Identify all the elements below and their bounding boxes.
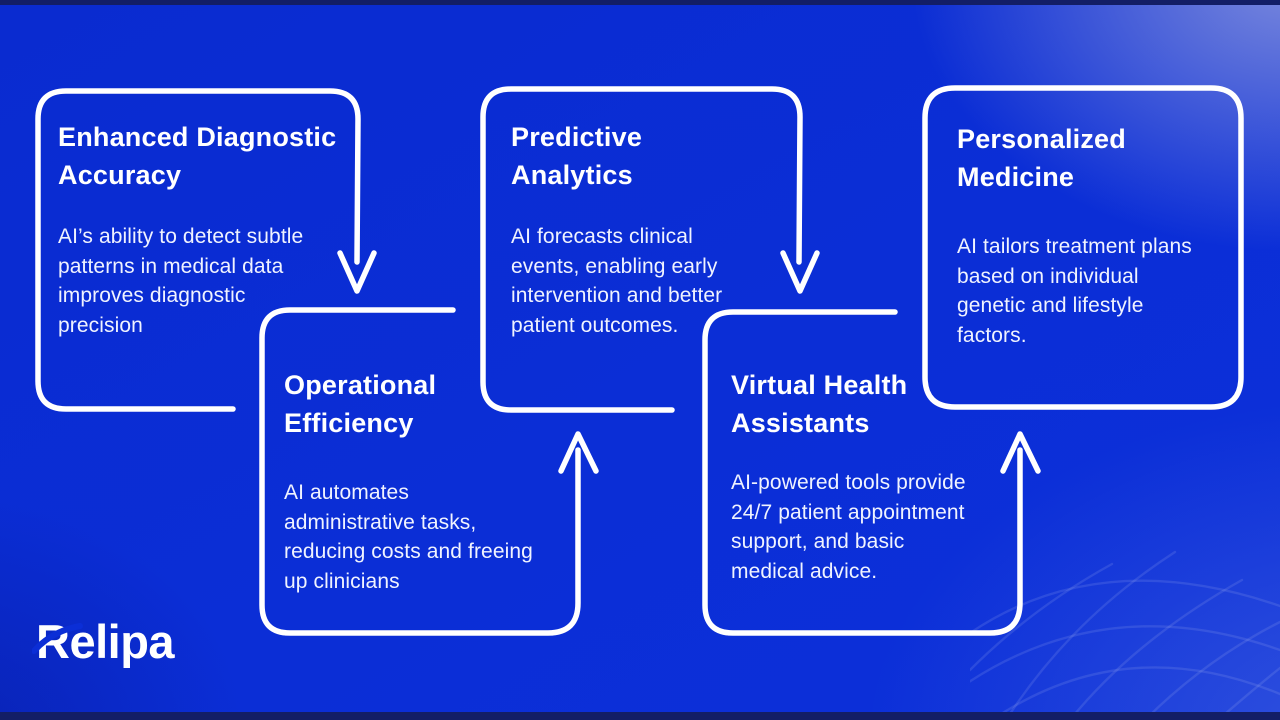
card-personalized-medicine: Personalized Medicine AI tailors treatme… [957, 120, 1192, 350]
card-body: AI automates administrative tasks, reduc… [284, 481, 533, 593]
globe-wireframe-decoration [970, 550, 1280, 720]
card-title: Enhanced Diagnostic Accuracy [58, 122, 337, 190]
bottom-edge-bar [0, 712, 1280, 720]
card-title: Virtual Health Assistants [731, 370, 908, 438]
card-body: AI-powered tools provide 24/7 patient ap… [731, 471, 966, 583]
top-edge-bar [0, 0, 1280, 5]
card-body: AI forecasts clinical events, enabling e… [511, 225, 723, 337]
card-title: Personalized Medicine [957, 124, 1126, 192]
relipa-logo-swoosh-icon [32, 623, 83, 654]
card-body: AI’s ability to detect subtle patterns i… [58, 225, 304, 337]
arrowhead-enhanced-to-operational-icon [337, 250, 377, 294]
card-predictive-analytics: Predictive Analytics AI forecasts clinic… [511, 118, 722, 340]
relipa-logo-text: Relipa [36, 615, 175, 668]
card-virtual-health-assistants: Virtual Health Assistants AI-powered too… [731, 366, 966, 586]
arrowhead-predictive-to-virtual-icon [780, 250, 820, 294]
relipa-logo: Relipa [32, 615, 175, 668]
card-operational-efficiency: Operational Efficiency AI automates admi… [284, 366, 533, 596]
card-title: Operational Efficiency [284, 370, 437, 438]
arrowhead-operational-to-predictive-icon [558, 431, 599, 474]
card-title: Predictive Analytics [511, 122, 643, 190]
card-enhanced-diagnostic-accuracy: Enhanced Diagnostic Accuracy AI’s abilit… [58, 118, 336, 340]
arrowhead-virtual-to-personalized-icon [1000, 431, 1041, 474]
card-body: AI tailors treatment plans based on indi… [957, 235, 1192, 347]
